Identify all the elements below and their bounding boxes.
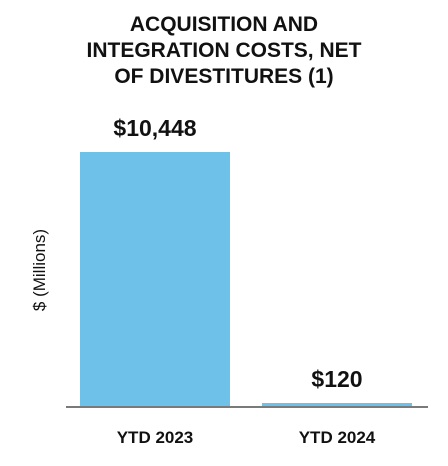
chart-title-line-2: INTEGRATION COSTS, NET xyxy=(86,39,362,62)
x-tick-label-ytd-2024: YTD 2024 xyxy=(299,428,376,447)
data-label-ytd-2024: $120 xyxy=(311,366,362,392)
chart-title-line-3: OF DIVESTITURES (1) xyxy=(114,65,334,88)
bar-ytd-2024 xyxy=(262,403,412,407)
data-label-ytd-2023: $10,448 xyxy=(113,115,196,141)
bar-ytd-2023 xyxy=(80,152,230,407)
chart-title-line-1: ACQUISITION AND xyxy=(129,13,319,36)
x-tick-label-ytd-2023: YTD 2023 xyxy=(117,428,194,447)
chart-title: ACQUISITION AND INTEGRATION COSTS, NET O… xyxy=(0,12,448,90)
